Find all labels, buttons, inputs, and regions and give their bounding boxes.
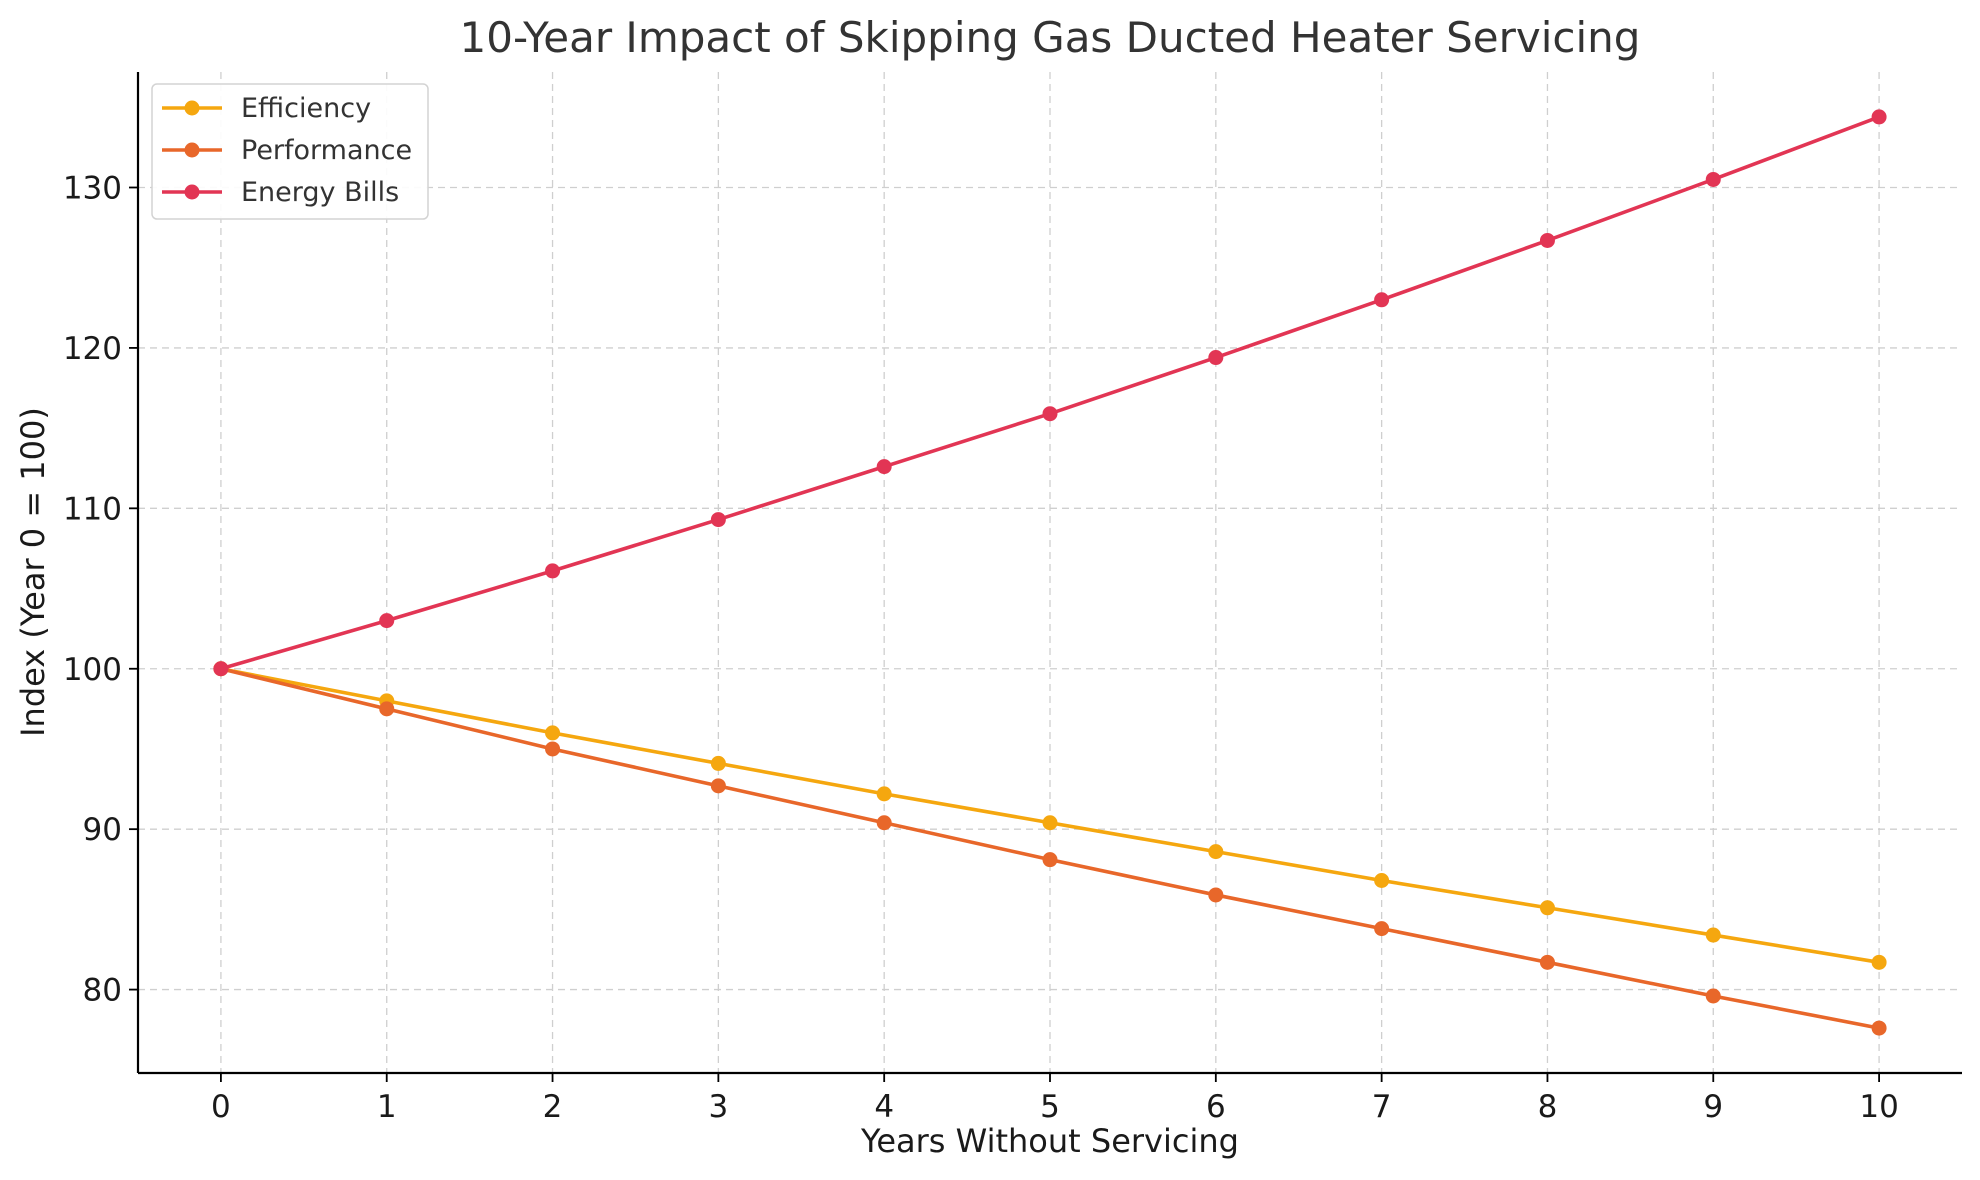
y-tick-label: 130 [63, 171, 122, 207]
legend-marker-efficiency [184, 100, 200, 116]
data-point-efficiency [1871, 954, 1887, 970]
legend-label-efficiency: Efficiency [241, 93, 371, 124]
series-line-energy-bills [219, 115, 1881, 671]
gridlines [138, 72, 1962, 1073]
data-point-energy-bills [1208, 350, 1224, 366]
x-tick-label: 5 [1040, 1089, 1060, 1125]
y-tick-label: 100 [63, 652, 122, 688]
data-point-performance [1705, 988, 1721, 1004]
data-point-efficiency [545, 725, 561, 741]
x-tick-label: 8 [1538, 1089, 1558, 1125]
legend: Efficiency Performance Energy Bills [151, 83, 429, 220]
series-energy-bills [213, 109, 1887, 677]
y-tick-label: 80 [83, 973, 122, 1009]
data-point-performance [1042, 852, 1058, 868]
data-point-energy-bills [710, 512, 726, 528]
data-point-performance [876, 815, 892, 831]
x-axis-label: Years Without Servicing [860, 1122, 1239, 1160]
x-tick-label: 0 [211, 1089, 231, 1125]
data-point-performance [1374, 921, 1390, 937]
x-tick-label: 1 [377, 1089, 397, 1125]
x-tick-label: 6 [1206, 1089, 1226, 1125]
data-point-energy-bills [1871, 109, 1887, 125]
data-point-energy-bills [1374, 292, 1390, 308]
y-tick-label: 120 [63, 331, 122, 367]
data-point-performance [1871, 1020, 1887, 1036]
legend-box [151, 83, 429, 220]
legend-marker-performance [184, 142, 200, 158]
data-point-energy-bills [1042, 406, 1058, 422]
legend-item-performance: Performance [162, 135, 412, 166]
data-point-efficiency [1374, 873, 1390, 888]
data-point-efficiency [1208, 844, 1224, 860]
data-point-efficiency [876, 786, 892, 802]
y-tick-label: 90 [83, 812, 122, 848]
x-tick-label: 7 [1372, 1089, 1392, 1125]
data-point-energy-bills [545, 563, 561, 579]
series-layer [213, 109, 1887, 1036]
legend-label-performance: Performance [241, 135, 412, 166]
data-point-energy-bills [379, 613, 395, 629]
data-point-energy-bills [876, 459, 892, 475]
y-axis-label: Index (Year 0 = 100) [14, 407, 52, 737]
legend-item-energy-bills: Energy Bills [162, 177, 399, 208]
data-point-efficiency [710, 755, 726, 771]
x-tick-label: 10 [1859, 1089, 1898, 1125]
ticks: 0 1 2 3 4 5 6 7 8 9 10 80 90 100 110 120 130 [63, 171, 1899, 1126]
data-point-performance [1539, 954, 1555, 970]
x-tick-label: 9 [1703, 1089, 1723, 1125]
data-point-performance [1208, 887, 1224, 903]
legend-item-efficiency: Efficiency [162, 93, 371, 124]
legend-label-energy-bills: Energy Bills [241, 177, 399, 208]
legend-marker-energy-bills [184, 184, 200, 200]
series-efficiency [213, 661, 1887, 970]
data-point-efficiency [1705, 927, 1721, 943]
data-point-energy-bills [1539, 232, 1555, 248]
chart-title: 10-Year Impact of Skipping Gas Ducted He… [460, 13, 1641, 62]
data-point-performance [379, 701, 395, 717]
data-point-energy-bills [1705, 171, 1721, 187]
data-point-efficiency [1539, 900, 1555, 916]
data-point-efficiency [1042, 815, 1058, 831]
data-point-performance [545, 741, 561, 757]
x-tick-label: 3 [708, 1089, 728, 1125]
x-tick-label: 2 [543, 1089, 563, 1125]
data-point-energy-bills [213, 661, 229, 677]
y-tick-label: 110 [63, 491, 122, 527]
x-tick-label: 4 [874, 1089, 894, 1125]
data-point-performance [710, 778, 726, 794]
